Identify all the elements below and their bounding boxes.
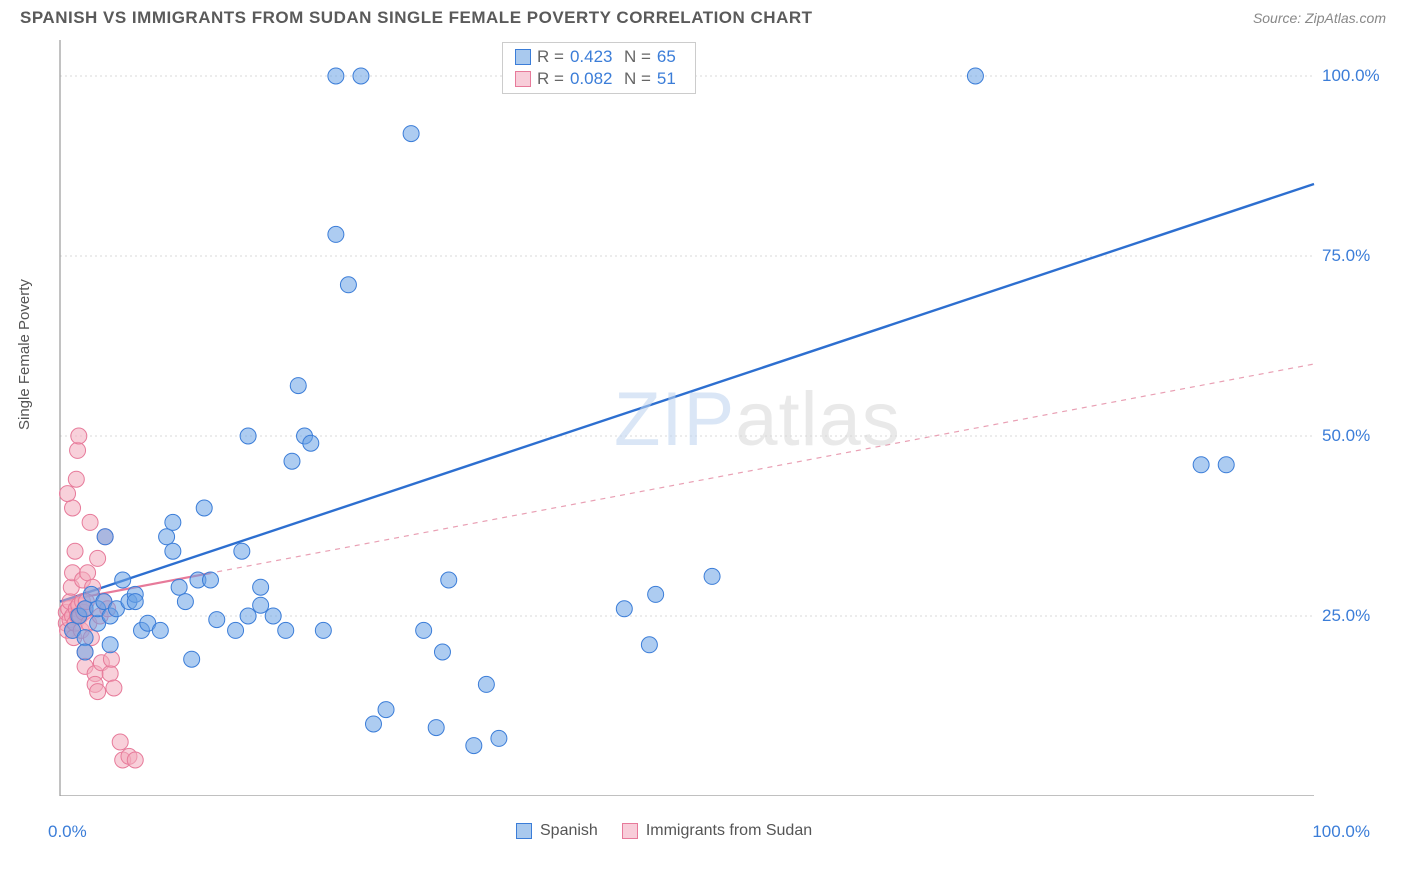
- source-attribution: Source: ZipAtlas.com: [1253, 10, 1386, 26]
- r-label: R =: [537, 69, 564, 89]
- n-value: 51: [657, 69, 683, 89]
- scatter-plot: [54, 38, 1350, 796]
- x-min-label: 0.0%: [48, 822, 87, 842]
- r-label: R =: [537, 47, 564, 67]
- correlation-stats-box: R = 0.423 N = 65 R = 0.082 N = 51: [502, 42, 696, 94]
- n-value: 65: [657, 47, 683, 67]
- series-swatch: [515, 49, 531, 65]
- legend-label: Spanish: [540, 822, 598, 840]
- legend: Spanish Immigrants from Sudan: [516, 822, 812, 840]
- chart-container: ZIPatlas R =0.423N =65R =0.082N =51 Span…: [54, 38, 1406, 796]
- n-label: N =: [624, 47, 651, 67]
- r-value: 0.082: [570, 69, 618, 89]
- chart-title: SPANISH VS IMMIGRANTS FROM SUDAN SINGLE …: [20, 8, 813, 28]
- legend-item: Immigrants from Sudan: [622, 822, 812, 840]
- n-label: N =: [624, 69, 651, 89]
- legend-swatch: [622, 823, 638, 839]
- series-swatch: [515, 71, 531, 87]
- y-tick-label: 75.0%: [1322, 246, 1370, 266]
- r-value: 0.423: [570, 47, 618, 67]
- x-max-label: 100.0%: [1312, 822, 1370, 842]
- legend-swatch: [516, 823, 532, 839]
- y-tick-label: 50.0%: [1322, 426, 1370, 446]
- stats-row: R = 0.423 N = 65: [503, 46, 695, 68]
- y-tick-label: 25.0%: [1322, 606, 1370, 626]
- y-tick-label: 100.0%: [1322, 66, 1380, 86]
- legend-item: Spanish: [516, 822, 598, 840]
- legend-label: Immigrants from Sudan: [646, 822, 812, 840]
- y-axis-label: Single Female Poverty: [16, 279, 33, 430]
- stats-row: R = 0.082 N = 51: [503, 68, 695, 90]
